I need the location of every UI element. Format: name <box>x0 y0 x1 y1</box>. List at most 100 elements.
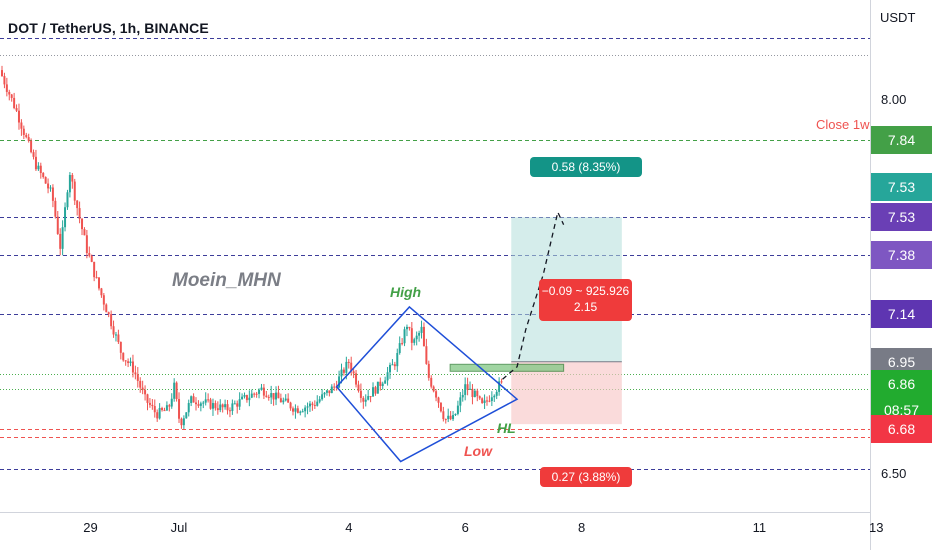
candle-body <box>498 381 501 392</box>
candle-body <box>32 152 35 157</box>
candle-body <box>66 192 69 208</box>
candle-body <box>282 400 285 403</box>
candle-body <box>359 390 362 398</box>
hl-label: HL <box>497 420 516 436</box>
candle-body <box>289 402 292 409</box>
candle-body <box>117 334 120 342</box>
candle-body <box>178 399 181 419</box>
candle-body <box>175 382 178 400</box>
x-tick-label: 29 <box>83 520 98 535</box>
candle-body <box>292 408 294 412</box>
projection-line <box>502 210 565 380</box>
candle-body <box>219 404 222 411</box>
candle-body <box>478 396 481 399</box>
candle-body <box>362 397 365 402</box>
horizontal-levels <box>0 38 870 470</box>
candle-body <box>374 387 377 394</box>
candle-body <box>452 415 455 420</box>
candle-body <box>233 403 236 405</box>
candle-body <box>148 402 151 405</box>
candle-body <box>389 364 391 373</box>
candle-body <box>345 361 348 373</box>
candle-body <box>495 391 498 396</box>
breakout-box <box>449 363 565 372</box>
candle-body <box>469 388 472 390</box>
candle-body <box>313 404 316 406</box>
candle-body <box>161 408 164 411</box>
candle-body <box>245 395 248 401</box>
candle-body <box>444 419 447 421</box>
candle-body <box>396 352 399 367</box>
candle-body <box>81 218 84 230</box>
candle-body <box>435 391 438 398</box>
candle-body <box>88 253 91 256</box>
candle-body <box>415 335 418 340</box>
candle-body <box>357 384 360 391</box>
candle-body <box>202 402 205 404</box>
candle-body <box>284 398 287 401</box>
diamond-pattern <box>335 305 519 463</box>
candle-body <box>367 396 370 400</box>
candle-body <box>83 229 86 236</box>
candle-body <box>136 374 139 381</box>
candle-body <box>76 200 79 209</box>
candle-body <box>294 408 297 412</box>
candle-body <box>398 343 401 353</box>
axes <box>0 0 871 550</box>
candle-body <box>102 295 105 305</box>
candle-body <box>413 339 416 343</box>
candle-body <box>304 407 307 412</box>
candle-body <box>64 207 67 228</box>
candle-body <box>241 396 244 400</box>
candle-body <box>10 94 13 98</box>
candle-body <box>330 386 333 394</box>
candle-body <box>308 403 311 407</box>
candle-body <box>144 390 147 395</box>
candles <box>1 65 503 429</box>
candle-body <box>248 397 251 401</box>
candle-body <box>13 97 16 109</box>
candle-body <box>3 76 6 85</box>
candle-body <box>430 377 433 387</box>
candle-body <box>107 312 110 315</box>
candle-body <box>258 389 261 394</box>
candle-body <box>447 415 450 420</box>
candle-body <box>437 397 440 403</box>
candle-body <box>39 165 42 174</box>
candle-body <box>93 261 96 278</box>
candle-body <box>386 372 389 381</box>
candle-body <box>61 227 64 249</box>
target-info-badge: 0.58 (8.35%) 1537.04 <box>530 157 642 194</box>
candle-body <box>250 393 253 398</box>
candle-body <box>260 387 263 390</box>
candle-body <box>100 288 103 296</box>
candle-body <box>199 403 202 406</box>
candle-body <box>352 371 355 374</box>
price-tag-668: 6.68 <box>871 415 932 444</box>
candle-body <box>156 412 159 419</box>
candle-body <box>340 369 343 377</box>
candle-body <box>158 408 161 419</box>
candle-body <box>369 396 372 398</box>
candle-body <box>187 403 190 413</box>
candle-body <box>25 134 28 138</box>
candle-body <box>30 140 33 153</box>
candle-body <box>170 398 173 407</box>
candle-body <box>17 110 20 123</box>
candle-body <box>277 392 280 399</box>
candle-body <box>182 418 185 426</box>
candle-body <box>442 411 445 420</box>
candle-body <box>95 277 98 279</box>
candle-body <box>22 128 25 135</box>
candle-body <box>207 399 210 401</box>
candle-body <box>418 332 421 336</box>
candle-body <box>267 396 270 398</box>
candle-body <box>316 401 319 406</box>
candle-body <box>464 384 467 395</box>
candle-body <box>37 165 40 170</box>
price-tag-695: 6.95 <box>871 347 932 376</box>
candle-body <box>122 352 125 361</box>
stop-info-text: 0.27 (3.88%) 750 <box>551 470 621 504</box>
candle-body <box>47 183 50 189</box>
